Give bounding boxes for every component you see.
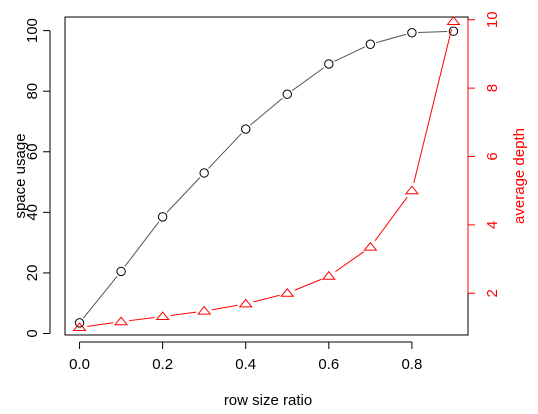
- right-y-tick-label: 6: [484, 152, 501, 160]
- right-y-axis: 2 4 6 8 10: [467, 11, 501, 297]
- series-2-point: [280, 288, 295, 297]
- series-1-point: [199, 168, 209, 178]
- x-tick-label: 0.6: [318, 356, 339, 373]
- series-1-line-segment: [418, 30, 448, 34]
- right-y-tick-label: 8: [484, 84, 501, 92]
- series-2-point: [114, 316, 129, 326]
- series-layer: [72, 16, 461, 332]
- left-y-axis-title: space usage: [12, 133, 29, 218]
- series-2-point: [72, 322, 87, 332]
- left-y-tick-label: 80: [24, 83, 41, 100]
- series-2-line-segment: [253, 294, 280, 303]
- series-1-point: [74, 318, 85, 328]
- series-2-point: [363, 241, 378, 251]
- left-y-tick-label: 60: [24, 143, 41, 160]
- x-tick-label: 0.0: [69, 356, 90, 373]
- right-y-tick-label: 4: [484, 221, 501, 229]
- series-1-point: [324, 59, 334, 69]
- series-1-line-segment: [166, 177, 201, 213]
- series-2-line-segment: [374, 196, 408, 241]
- series-1-point: [157, 212, 168, 222]
- series-1-point: [407, 28, 417, 38]
- series-2-point: [197, 305, 212, 315]
- series-1-point: [282, 89, 292, 99]
- left-y-tick-label: 100: [24, 18, 41, 43]
- series-1-point: [365, 39, 376, 49]
- left-y-axis: 0 20 40 60 80 100: [24, 18, 51, 338]
- right-y-tick-label: 2: [484, 289, 501, 297]
- series-2-line-segment: [128, 317, 155, 322]
- series-1-line-segment: [334, 46, 365, 62]
- left-y-tick-label: 40: [24, 204, 41, 221]
- series-1-point: [448, 26, 459, 36]
- right-y-axis-title: average depth: [511, 128, 528, 224]
- x-tick-label: 0.2: [152, 356, 173, 373]
- series-1-point: [241, 124, 251, 134]
- left-y-tick-label: 20: [24, 265, 41, 282]
- series-2-point: [446, 16, 461, 25]
- series-1-line-segment: [83, 275, 118, 319]
- series-2-line-segment: [294, 278, 322, 291]
- series-1-point: [116, 266, 126, 277]
- series-1-line-segment: [376, 33, 407, 44]
- series-2-point: [238, 298, 253, 308]
- x-axis-title: row size ratio: [224, 392, 312, 409]
- x-tick-label: 0.8: [401, 356, 422, 373]
- x-tick-label: 0.4: [235, 356, 256, 373]
- series-2-point: [155, 311, 170, 321]
- series-2-line-segment: [335, 251, 365, 273]
- series-2-point: [321, 270, 336, 280]
- plot-frame: [64, 16, 469, 336]
- series-1-line-segment: [208, 133, 242, 169]
- series-2-line-segment: [211, 304, 238, 311]
- left-y-tick-label: 0: [24, 329, 41, 337]
- series-1-line-segment: [124, 221, 160, 267]
- series-1-line-segment: [250, 97, 283, 126]
- series-2-point: [404, 185, 419, 195]
- x-axis: 0.0 0.2 0.4 0.6 0.8: [69, 341, 422, 373]
- right-y-tick-label: 10: [484, 11, 501, 28]
- series-2-line-segment: [170, 311, 197, 316]
- series-2-line-segment: [87, 322, 114, 327]
- series-1-line-segment: [291, 67, 325, 91]
- series-2-line-segment: [413, 29, 453, 184]
